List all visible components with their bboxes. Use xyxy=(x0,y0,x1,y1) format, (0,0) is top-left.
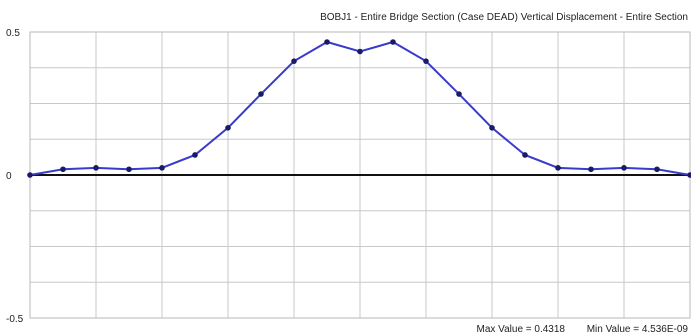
data-point xyxy=(687,172,691,178)
data-point xyxy=(258,91,264,97)
data-point xyxy=(621,165,627,171)
data-point xyxy=(324,39,330,45)
data-point xyxy=(126,166,132,173)
data-point xyxy=(93,165,99,171)
y-tick-labels: 0.5 0 -0.5 xyxy=(6,28,24,325)
data-point xyxy=(225,125,231,131)
data-point xyxy=(423,58,429,64)
data-point xyxy=(291,58,297,64)
data-point xyxy=(357,48,363,55)
y-tick-label: -0.5 xyxy=(6,314,24,325)
data-point xyxy=(555,165,561,171)
data-point xyxy=(60,166,66,173)
data-point xyxy=(192,152,198,158)
chart-title: BOBJ1 - Entire Bridge Section (Case DEAD… xyxy=(320,12,688,23)
y-tick-label: 0.5 xyxy=(6,28,20,39)
data-point xyxy=(390,39,396,45)
data-point xyxy=(489,125,495,131)
data-point xyxy=(456,91,462,97)
max-value-label: Max Value = 0.4318 xyxy=(477,324,566,335)
data-point xyxy=(522,152,528,158)
min-value-label: Min Value = 4.536E-09 xyxy=(587,324,689,335)
data-point xyxy=(27,172,33,178)
series-layer xyxy=(27,39,691,178)
data-point xyxy=(159,165,165,171)
data-point xyxy=(588,166,594,173)
y-tick-label: 0 xyxy=(6,171,12,182)
data-point xyxy=(654,166,660,173)
